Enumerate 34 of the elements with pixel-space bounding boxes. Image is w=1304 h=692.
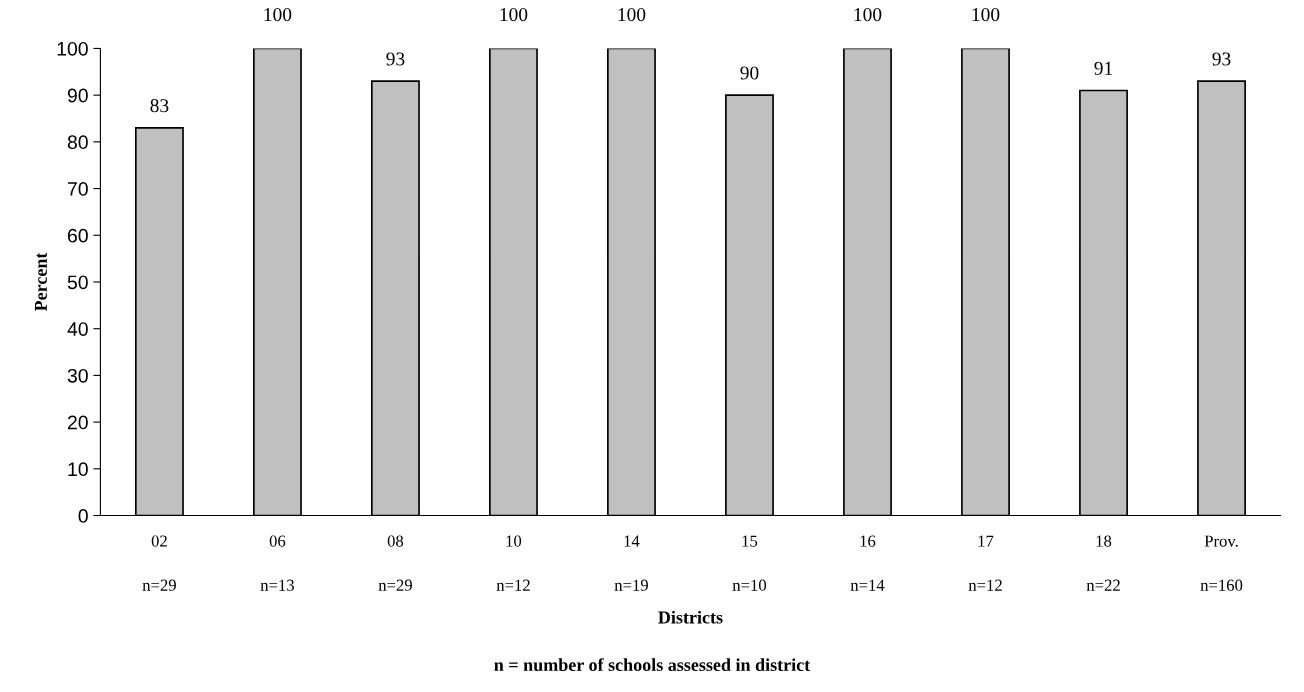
y-axis-title: Percent xyxy=(34,252,47,312)
y-tick-label: 100 xyxy=(57,41,88,56)
category-label: 10 n=12 xyxy=(496,535,530,591)
data-label: 100 xyxy=(618,8,646,22)
category-label: 08 n=29 xyxy=(378,535,412,591)
y-tick-label: 40 xyxy=(67,322,88,336)
y-tick-label: 90 xyxy=(67,88,88,103)
category-label: Prov. n=160 xyxy=(1200,535,1243,591)
category-label: 16 n=14 xyxy=(850,535,885,591)
data-label: 100 xyxy=(500,8,528,22)
data-label: 100 xyxy=(854,8,882,22)
category-label: 18 n=22 xyxy=(1086,535,1120,591)
category-label: 14 n=19 xyxy=(614,535,648,591)
data-label: 83 xyxy=(150,99,169,113)
category-label: 06 n=13 xyxy=(260,535,294,591)
y-tick-label: 70 xyxy=(67,182,88,196)
data-label: 93 xyxy=(1212,52,1231,66)
y-tick-label: 0 xyxy=(78,509,88,523)
y-tick-label: 30 xyxy=(67,368,88,383)
data-label: 93 xyxy=(386,52,405,66)
category-label: 17 n=12 xyxy=(968,535,1002,591)
category-label: 02 n=29 xyxy=(142,535,176,591)
x-axis-title: Districts xyxy=(658,610,723,624)
y-tick-label: 80 xyxy=(67,135,88,150)
data-label: 100 xyxy=(264,8,292,22)
category-label: 15 n=10 xyxy=(732,535,767,591)
y-tick-label: 60 xyxy=(67,228,88,243)
text: n = number of schools assessed in district xyxy=(494,658,811,672)
y-tick-label: 50 xyxy=(67,275,88,290)
y-tick-label: 20 xyxy=(67,415,88,430)
y-tick-label: 10 xyxy=(68,462,88,477)
data-label: 100 xyxy=(972,8,1000,22)
data-label: 90 xyxy=(740,66,759,80)
data-label: 91 xyxy=(1094,61,1113,75)
